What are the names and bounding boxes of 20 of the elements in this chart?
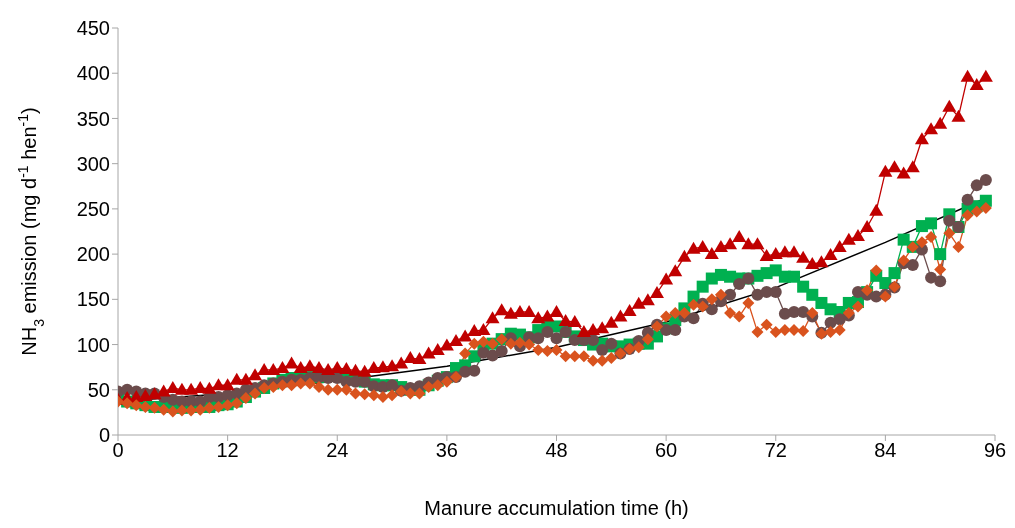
x-tick-label: 48 [545,439,568,462]
x-tick-label: 60 [655,439,678,462]
y-tick-label: 150 [76,288,110,311]
y-tick-label: 350 [76,107,110,130]
x-tick-label: 72 [764,439,787,462]
x-tick-label: 0 [112,439,124,462]
y-tick-label: 0 [98,424,110,447]
y-tick-label: 400 [76,62,110,85]
y-tick-label: 300 [76,152,110,175]
x-tick-label: 24 [326,439,349,462]
y-tick-label: 200 [76,243,110,266]
x-tick-label: 12 [216,439,239,462]
y-tick-label: 450 [76,17,110,40]
x-tick-label: 96 [983,439,1007,462]
x-tick-label: 84 [874,439,897,462]
y-tick-label: 250 [76,197,110,220]
y-tick-label: 50 [87,378,110,401]
x-tick-label: 36 [435,439,458,462]
y-tick-label: 100 [76,333,110,356]
x-axis-title: Manure accumulation time (h) [424,497,689,519]
